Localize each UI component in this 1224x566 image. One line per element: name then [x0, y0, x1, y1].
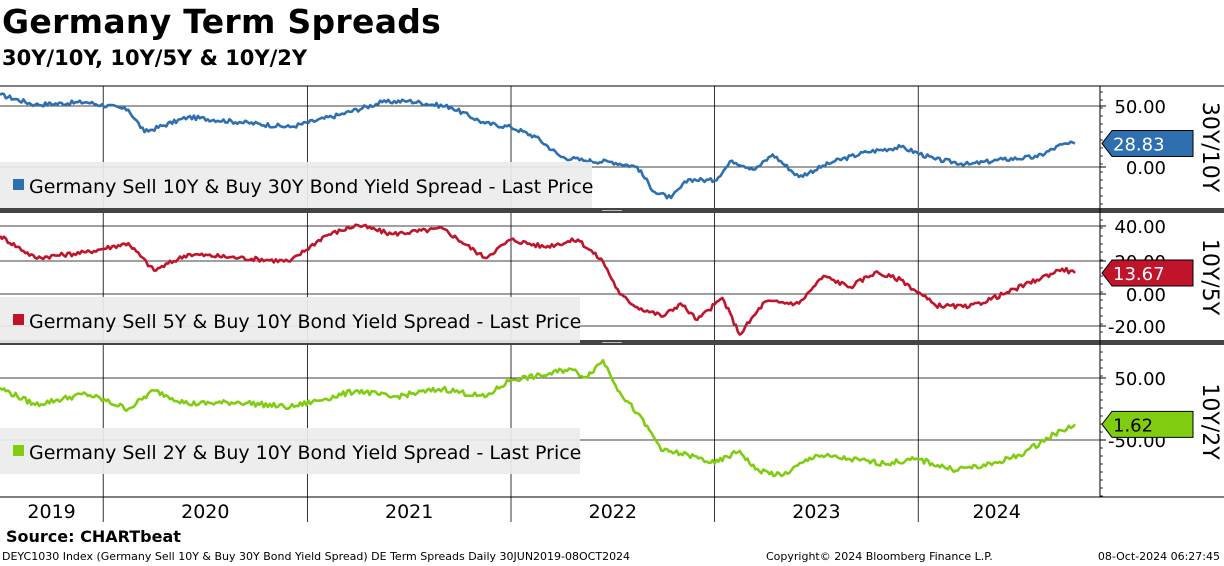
- chart-subtitle: 30Y/10Y, 10Y/5Y & 10Y/2Y: [2, 46, 308, 70]
- x-tick-label: 2022: [589, 501, 637, 523]
- source-note: Source: CHARTbeat: [6, 527, 181, 546]
- x-tick-label: 2019: [27, 501, 75, 523]
- x-tick-label: 2023: [792, 501, 840, 523]
- panel-grip: [602, 342, 622, 343]
- panel-1: 50.00 0.00 28.83 30Y/10Y Germany Sell 10Y & …: [0, 91, 1222, 208]
- y-tick-label: 40.00: [1114, 217, 1166, 238]
- panels: 50.00 0.00 28.83 30Y/10Y Germany Sell 10Y & …: [0, 91, 1222, 497]
- last-value-label: 1.62: [1113, 415, 1153, 436]
- last-value-label: 13.67: [1113, 264, 1165, 285]
- last-value-tag: 1.62: [1101, 410, 1194, 438]
- footer-left: DEYC1030 Index (Germany Sell 10Y & Buy 3…: [2, 550, 631, 563]
- series-line: [0, 92, 1076, 200]
- last-value-tag: 28.83: [1101, 129, 1194, 157]
- footer-timestamp: 08-Oct-2024 06:27:45: [1097, 550, 1220, 563]
- y-tick-label: 50.00: [1114, 97, 1166, 118]
- legend: Germany Sell 10Y & Buy 30Y Bond Yield Sp…: [0, 162, 593, 208]
- legend: Germany Sell 5Y & Buy 10Y Bond Yield Spr…: [0, 297, 581, 343]
- legend-label: Germany Sell 10Y & Buy 30Y Bond Yield Sp…: [29, 176, 593, 198]
- y-axis-title: 10Y/5Y: [1197, 239, 1222, 316]
- y-tick-label: -20.00: [1108, 317, 1166, 338]
- y-axis-title: 10Y/2Y: [1197, 383, 1222, 460]
- legend-swatch: [13, 445, 24, 456]
- x-tick-label: 2024: [972, 501, 1020, 523]
- series-line: [0, 358, 1076, 478]
- panel-grip: [602, 210, 622, 211]
- x-tick-label: 2020: [181, 501, 229, 523]
- x-tick-label: 2021: [385, 501, 433, 523]
- legend-label: Germany Sell 5Y & Buy 10Y Bond Yield Spr…: [29, 311, 581, 333]
- legend-label: Germany Sell 2Y & Buy 10Y Bond Yield Spr…: [29, 442, 581, 464]
- gridlines: [0, 85, 1224, 522]
- last-value-tag: 13.67: [1101, 259, 1194, 287]
- legend: Germany Sell 2Y & Buy 10Y Bond Yield Spr…: [0, 428, 581, 474]
- legend-swatch: [13, 314, 24, 325]
- y-tick-label: 0.00: [1126, 285, 1166, 306]
- x-axis: 2019 2020 2021 2022 2023 2024: [27, 501, 1020, 523]
- chart-title: Germany Term Spreads: [2, 2, 442, 41]
- y-axis-title: 30Y/10Y: [1197, 102, 1222, 193]
- footer-copyright: Copyright© 2024 Bloomberg Finance L.P.: [766, 550, 993, 563]
- y-tick-label: 50.00: [1114, 369, 1166, 390]
- last-value-label: 28.83: [1113, 134, 1165, 155]
- series-line: [0, 223, 1076, 336]
- legend-swatch: [13, 179, 24, 190]
- y-tick-label: 0.00: [1126, 158, 1166, 179]
